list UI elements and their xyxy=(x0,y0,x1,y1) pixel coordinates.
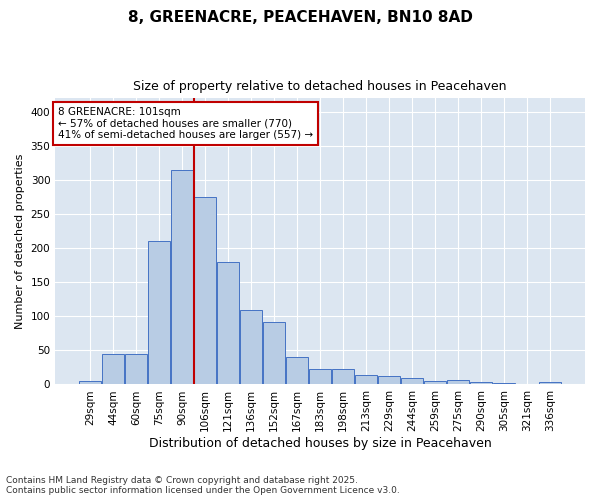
Bar xyxy=(493,383,515,384)
Bar xyxy=(447,380,469,384)
Bar xyxy=(148,242,170,384)
Y-axis label: Number of detached properties: Number of detached properties xyxy=(15,154,25,329)
Bar xyxy=(286,357,308,384)
Bar xyxy=(263,322,285,384)
Bar xyxy=(194,197,216,384)
Bar xyxy=(171,170,193,384)
Bar xyxy=(309,370,331,384)
Text: 8 GREENACRE: 101sqm
← 57% of detached houses are smaller (770)
41% of semi-detac: 8 GREENACRE: 101sqm ← 57% of detached ho… xyxy=(58,107,313,140)
Bar xyxy=(470,382,492,384)
Title: Size of property relative to detached houses in Peacehaven: Size of property relative to detached ho… xyxy=(133,80,507,93)
Bar xyxy=(424,381,446,384)
Bar xyxy=(217,262,239,384)
Text: Contains HM Land Registry data © Crown copyright and database right 2025.
Contai: Contains HM Land Registry data © Crown c… xyxy=(6,476,400,495)
Bar xyxy=(125,354,147,384)
Bar xyxy=(378,376,400,384)
Bar xyxy=(355,375,377,384)
Bar xyxy=(332,369,354,384)
Text: 8, GREENACRE, PEACEHAVEN, BN10 8AD: 8, GREENACRE, PEACEHAVEN, BN10 8AD xyxy=(128,10,472,25)
Bar xyxy=(539,382,561,384)
Bar xyxy=(401,378,423,384)
X-axis label: Distribution of detached houses by size in Peacehaven: Distribution of detached houses by size … xyxy=(149,437,491,450)
Bar xyxy=(79,381,101,384)
Bar xyxy=(240,310,262,384)
Bar xyxy=(102,354,124,384)
